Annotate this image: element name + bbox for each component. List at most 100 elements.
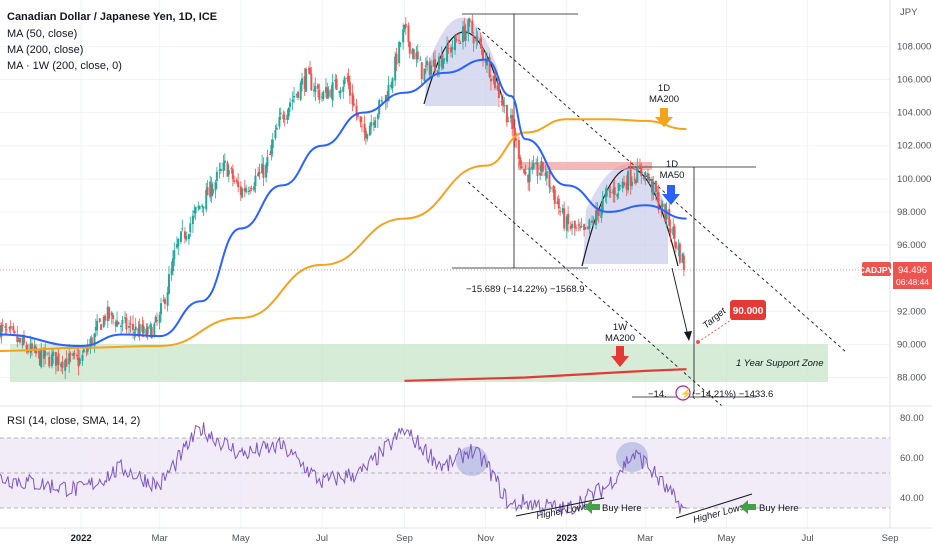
candle-body — [430, 65, 433, 75]
candle-body — [128, 325, 131, 328]
candle-body — [507, 120, 510, 122]
candle-body — [37, 351, 40, 353]
candle-body — [657, 192, 660, 210]
indicator-ma200[interactable]: MA (200, close) — [7, 44, 83, 56]
candle-body — [303, 76, 306, 89]
time-label: 2023 — [556, 533, 577, 544]
price-tick-label: 88.000 — [897, 373, 926, 384]
candle-body — [198, 205, 201, 210]
candle-body — [173, 250, 176, 260]
candle-body — [307, 68, 310, 70]
candle-body — [462, 26, 465, 43]
price-tick-label: 90.000 — [897, 339, 926, 350]
candle-body — [513, 127, 516, 141]
candle-body — [515, 138, 518, 141]
indicator-ma200-1w[interactable]: MA · 1W (200, close, 0) — [7, 60, 122, 72]
candle-body — [64, 359, 67, 371]
candle-body — [575, 227, 578, 229]
candle-body — [98, 318, 101, 322]
candle-body — [629, 169, 632, 186]
candle-body — [580, 225, 583, 227]
ma50-line — [0, 58, 687, 348]
candle-body — [162, 299, 165, 302]
candle-body — [239, 186, 242, 196]
candle-body — [142, 326, 145, 334]
candle-body — [633, 179, 636, 181]
candle-body — [650, 178, 653, 193]
candle-body — [1, 324, 4, 327]
drop-label-2-left: −14. — [648, 389, 667, 400]
candle-body — [592, 221, 595, 223]
higher-lows-line-2 — [675, 493, 753, 519]
candle-body — [158, 314, 161, 323]
candle-body — [262, 165, 265, 178]
candle-body — [297, 91, 300, 98]
candle-body — [563, 208, 566, 229]
candle-body — [81, 355, 84, 361]
candle-body — [102, 316, 105, 327]
candle-body — [467, 19, 470, 34]
candle-body — [269, 154, 272, 156]
price-tick-label: 102.000 — [897, 141, 931, 152]
candle-body — [339, 90, 342, 94]
candle-body — [181, 228, 184, 230]
candle-body — [481, 49, 484, 60]
candle-body — [416, 51, 419, 60]
alert-icon-glyph: ⚡ — [680, 387, 692, 400]
candle-body — [605, 189, 608, 197]
candle-body — [289, 102, 292, 107]
candle-body — [527, 174, 530, 183]
candle-body — [588, 219, 591, 229]
candle-body — [183, 231, 186, 239]
candle-body — [458, 39, 461, 41]
rsi-tick-label: 40.00 — [900, 493, 924, 504]
price-tick-label: 98.000 — [897, 207, 926, 218]
symbol-badge[interactable] — [862, 262, 891, 276]
candle-body — [61, 361, 64, 368]
candle-body — [187, 234, 190, 240]
candle-body — [669, 228, 672, 233]
candle-body — [94, 327, 97, 331]
candle-body — [211, 189, 214, 194]
candle-body — [93, 333, 96, 346]
candle-body — [475, 36, 478, 42]
candle-body — [338, 91, 341, 93]
candle-body — [626, 171, 629, 191]
candle-body — [380, 100, 383, 102]
price-tick-label: 108.000 — [897, 41, 931, 52]
candle-body — [390, 85, 393, 87]
candle-body — [326, 87, 329, 99]
candle-body — [622, 182, 625, 186]
candle-body — [177, 239, 180, 247]
candle-body — [493, 73, 496, 89]
indicator-ma50[interactable]: MA (50, close) — [7, 28, 77, 40]
time-labels: 2022 Mar May Jul Sep Nov 2023 Mar May Jul Sep — [71, 533, 899, 544]
candle-body — [247, 190, 250, 192]
candle-body — [569, 225, 572, 229]
candle-body — [577, 224, 580, 226]
alert-icon[interactable] — [675, 385, 691, 401]
candle-body — [129, 323, 132, 325]
candle-body — [56, 356, 59, 364]
candle-body — [287, 107, 290, 117]
rsi-tick-label: 60.00 — [900, 453, 924, 464]
higher-lows-line-1 — [515, 497, 605, 517]
candle-body — [324, 87, 327, 93]
candle-body — [5, 329, 8, 331]
candle-body — [121, 319, 124, 324]
candle-body — [210, 183, 213, 197]
candle-body — [275, 127, 278, 130]
candle-body — [552, 185, 555, 193]
candle-body — [112, 314, 115, 320]
candle-body — [9, 326, 12, 329]
candle-body — [630, 181, 633, 187]
candle-body — [21, 337, 24, 346]
candle-body — [613, 187, 616, 195]
ma50-1d-arrow-icon — [662, 185, 680, 205]
symbol-title: Canadian Dollar / Japanese Yen, 1D, ICE — [7, 11, 217, 23]
candle-body — [206, 187, 209, 196]
price-tick-label: 104.000 — [897, 108, 931, 119]
candle-body — [52, 351, 55, 356]
candle-body — [355, 105, 358, 114]
